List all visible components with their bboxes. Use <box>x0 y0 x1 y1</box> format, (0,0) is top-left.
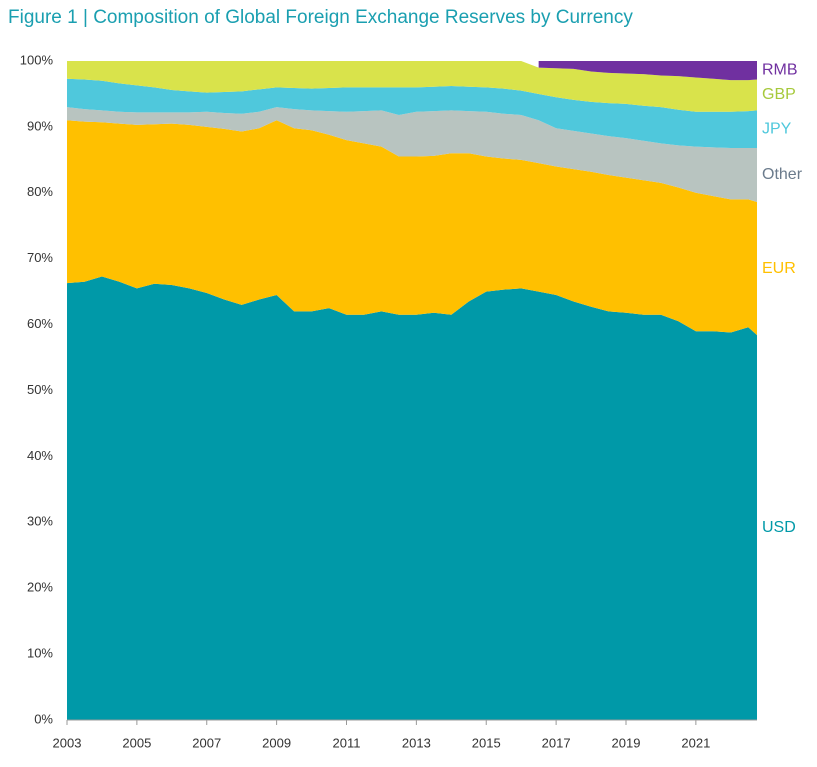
area <box>67 78 757 148</box>
x-tick-label: 2007 <box>192 735 221 750</box>
x-tick-label: 2019 <box>612 735 641 750</box>
x-tick-label: 2003 <box>53 735 82 750</box>
area <box>67 276 757 720</box>
area <box>67 61 757 112</box>
x-tick-label: 2017 <box>542 735 571 750</box>
y-tick-label: 30% <box>27 514 53 529</box>
y-tick-label: 80% <box>27 184 53 199</box>
legend-label: GBP <box>762 86 796 103</box>
y-tick-label: 50% <box>27 382 53 397</box>
x-tick-label: 2011 <box>333 735 361 750</box>
y-tick-label: 20% <box>27 580 53 595</box>
y-tick-label: 100% <box>20 52 54 67</box>
x-tick-label: 2005 <box>122 735 151 750</box>
legend-label: RMB <box>762 61 798 78</box>
x-tick-label: 2013 <box>402 735 431 750</box>
legend-label: USD <box>762 519 796 536</box>
legend-label: JPY <box>762 120 792 137</box>
x-tick-label: 2015 <box>472 735 501 750</box>
x-tick-label: 2021 <box>681 735 710 750</box>
x-tick-label: 2009 <box>262 735 291 750</box>
legend-label: Other <box>762 166 803 183</box>
legend-label: EUR <box>762 260 796 277</box>
y-tick-label: 70% <box>27 250 53 265</box>
area <box>67 107 757 203</box>
y-tick-label: 10% <box>27 646 53 661</box>
y-tick-label: 0% <box>34 711 53 726</box>
y-tick-label: 40% <box>27 448 53 463</box>
chart-title: Figure 1 | Composition of Global Foreign… <box>8 7 633 28</box>
area <box>67 120 757 336</box>
y-tick-label: 90% <box>27 118 53 133</box>
y-tick-label: 60% <box>27 316 53 331</box>
area <box>538 61 757 81</box>
